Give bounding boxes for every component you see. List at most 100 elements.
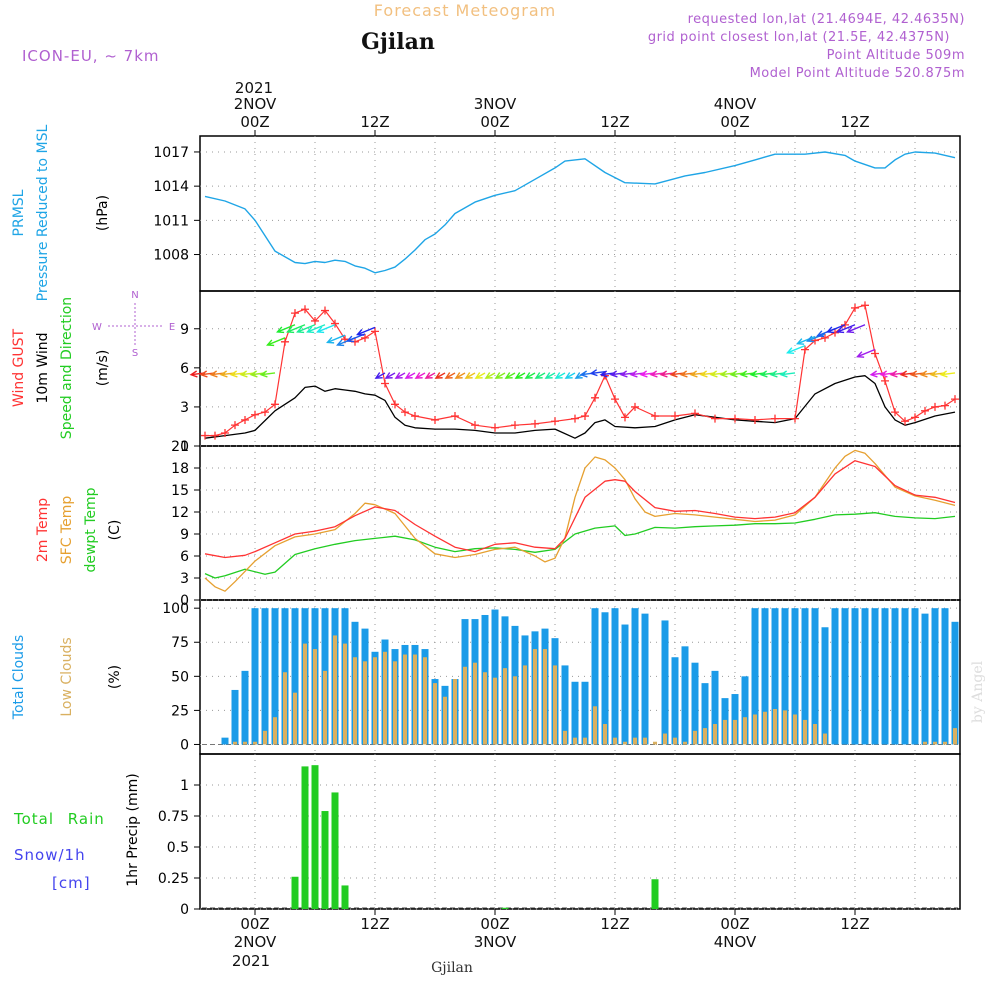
total-clouds-bar [711,670,719,745]
low-clouds-bar [333,635,337,745]
gust-marker [271,400,279,409]
point-altitude: Point Altitude 509m [827,48,965,63]
y-tick-label: 21 [171,439,189,455]
gust-marker [651,412,659,421]
wind-unit: (m/s) [95,350,111,387]
gust-marker [291,309,299,318]
compass-w: W [92,322,102,333]
wind-arrow-head [639,370,648,378]
total-clouds-bar [271,608,279,745]
wind-arrow-head [474,372,483,379]
wind-arrow-head [249,370,258,378]
wind-arrow-head [909,370,918,378]
low-clouds-bar [293,692,297,745]
low-clouds-bar [353,657,357,745]
wind-arrow [455,372,466,379]
gust-marker [321,306,329,315]
y-tick-label: 9 [180,527,189,543]
y-tick-label: 0 [180,737,189,753]
top-tick-label: 00Z [720,113,749,131]
low-clouds-bar [503,668,507,745]
wind-arrow [277,324,296,333]
top-day-label: 4NOV [714,95,757,113]
wind-arrow [807,333,826,342]
gust-marker [571,414,579,423]
low-clouds-bar [733,719,737,745]
gust-marker [281,337,289,346]
total-clouds-bar [911,608,919,745]
wind-arrow [590,370,606,375]
wind-arrow [435,372,446,379]
wind-arrow [465,372,476,379]
gust-marker [911,413,919,422]
total-clouds-bar [881,608,889,745]
dewpt-line [204,512,956,579]
rain-bar [321,811,329,909]
wind-arrow-head [786,347,795,355]
low-clouds-bar [563,730,567,745]
total-clouds-bar [571,681,579,745]
wind-arrow-head [869,370,878,378]
wind-speed-line [204,375,956,439]
top-tick-label: 00Z [480,113,509,131]
wind-arrow-head [404,372,413,379]
low-clouds-bar [403,654,407,745]
gust-marker [211,431,219,440]
wind-direction-arrows [189,324,956,379]
y-tick-label: 50 [171,669,189,685]
sfc-temp-line [204,449,956,592]
low-clouds-bar [683,741,687,745]
low-clouds-bar [923,741,927,745]
wind-arrow [857,348,876,358]
gust-marker [471,421,479,430]
wind-arrow [545,372,556,379]
wind-arrow-head [759,370,768,378]
y-tick-label: 3 [180,400,189,416]
y-tick-label: 0 [180,439,189,455]
wind-arrow-head [889,370,898,378]
wind-arrow-head [816,330,825,338]
wind-arrow [425,372,436,379]
total-clouds-bar [731,694,739,745]
temp-2m-line [204,460,956,559]
wind-arrow [485,372,496,379]
total-clouds-bar [221,737,229,745]
low-clouds-bar [263,730,267,745]
total-clouds-bar [891,608,899,745]
prmsl-label: PRMSL [11,189,27,236]
total-clouds-bar [861,608,869,745]
wind-arrow-head [826,326,835,334]
low-clouds-bar [243,741,247,745]
y-tick-label: 1008 [153,248,189,264]
header: Forecast Meteogram Gjilan ICON-EU, ~ 7km… [22,1,965,81]
low-clouds-bar [753,714,757,745]
low-clouds-bar [453,679,457,745]
wind-arrow-head [719,370,728,378]
total-clouds-bar [581,681,589,745]
wind-arrow [505,372,516,379]
y-tick-label: 75 [171,635,189,651]
wind-arrow-head [259,370,268,378]
wind-arrow-head [769,370,778,378]
gust-marker [691,409,699,418]
top-tick-label: 12Z [360,113,389,131]
panels [199,135,961,910]
wind-arrow-head [599,370,608,378]
wind-arrow-head [394,372,403,379]
low-clouds-bar [443,696,447,745]
gust-marker [371,327,379,336]
top-tick-label: 12Z [600,113,629,131]
low-clouds-bar [273,717,277,745]
gust-marker [241,415,249,424]
top-time-axis: 2021 2NOV 3NOV 4NOV 00Z 12Z 00Z 12Z 00Z 12Z [234,79,870,131]
gust-marker [551,417,559,426]
low-clouds-bar [593,706,597,745]
low-clouds-bar [543,649,547,745]
low-clouds-bar [423,657,427,745]
low-clouds-bar [393,661,397,745]
wind-arrow-head [739,370,748,378]
model-point-altitude: Model Point Altitude 520.875m [750,66,965,81]
total-clouds-bar [671,657,679,745]
wind-arrow [287,324,306,333]
top-day-label: 2NOV [234,95,277,113]
